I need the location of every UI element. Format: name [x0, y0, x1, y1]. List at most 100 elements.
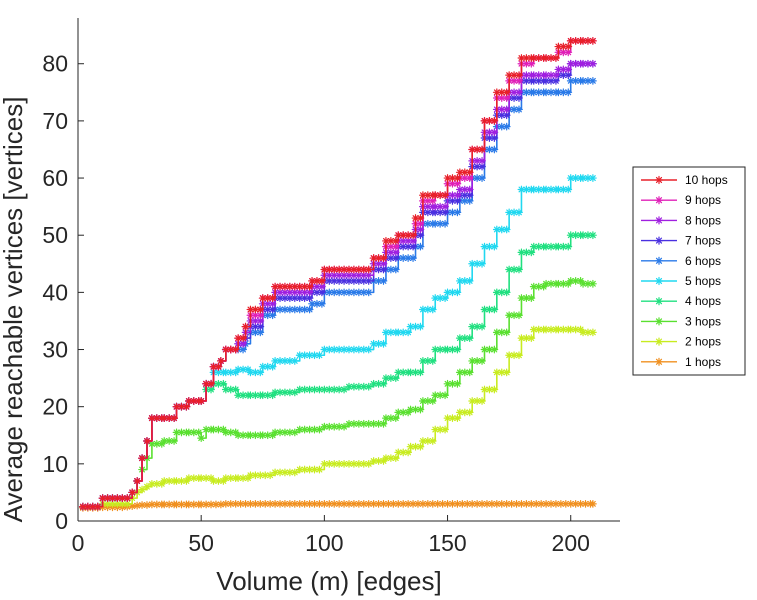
data-point-marker [428, 357, 437, 365]
y-tick-label: 40 [42, 279, 68, 305]
data-point-marker [465, 197, 474, 205]
data-point-marker [152, 479, 161, 488]
data-point-marker [268, 294, 277, 302]
data-point-marker [547, 325, 555, 334]
legend-label: 10 hops [685, 173, 728, 187]
data-point-marker [490, 305, 499, 314]
series-2-hops [79, 325, 597, 511]
data-point-marker [411, 322, 420, 331]
data-point-marker [271, 468, 279, 477]
data-point-marker [345, 419, 353, 428]
data-point-marker [308, 299, 316, 308]
data-point-marker [251, 305, 260, 314]
data-point-marker [502, 368, 511, 377]
data-point-marker [335, 288, 344, 297]
data-point-marker [231, 385, 240, 394]
y-tick-label: 60 [42, 165, 68, 191]
data-point-marker [654, 216, 664, 225]
data-point-marker [465, 368, 474, 377]
data-point-marker [379, 339, 388, 348]
data-point-marker [654, 256, 664, 265]
data-point-marker [654, 317, 664, 326]
legend-label: 7 hops [685, 234, 721, 248]
data-point-marker [369, 419, 378, 428]
legend-label: 3 hops [685, 314, 721, 328]
data-point-marker [654, 196, 664, 205]
data-point-marker [490, 145, 499, 154]
data-point-marker [522, 248, 531, 257]
data-point-marker [416, 242, 425, 251]
data-point-marker [490, 128, 499, 137]
y-axis-title: Average reachable vertices [vertices] [0, 97, 28, 523]
data-point-marker [588, 36, 597, 45]
data-point-marker [517, 334, 526, 342]
data-point-marker [315, 351, 324, 360]
x-axis-title: Volume (m) [edges] [216, 566, 441, 596]
legend-entry: 8 hops [641, 213, 721, 227]
data-point-marker [315, 465, 324, 474]
legend-label: 2 hops [685, 335, 721, 349]
data-point-marker [364, 288, 373, 297]
data-point-marker [359, 419, 368, 428]
data-point-marker [290, 357, 299, 365]
data-point-marker [325, 385, 334, 394]
data-point-marker [478, 156, 486, 165]
data-point-marker [202, 379, 211, 388]
data-point-marker [559, 42, 568, 51]
legend-entry: 5 hops [641, 274, 721, 288]
data-point-marker [281, 388, 289, 397]
data-point-marker [566, 499, 575, 508]
data-point-marker [542, 88, 550, 97]
data-point-marker [588, 76, 597, 85]
legend-entry: 7 hops [641, 234, 721, 248]
data-point-marker [391, 374, 400, 383]
data-point-marker [588, 59, 597, 68]
data-point-marker [354, 382, 363, 391]
data-point-marker [182, 402, 191, 411]
data-point-marker [318, 277, 326, 285]
data-point-marker [542, 185, 550, 194]
data-point-marker [404, 499, 413, 508]
data-point-marker [138, 501, 146, 509]
data-point-marker [416, 442, 425, 451]
data-point-marker [350, 499, 358, 508]
data-point-marker [239, 345, 247, 354]
data-point-marker [527, 59, 536, 68]
data-point-marker [436, 391, 445, 400]
data-point-marker [148, 414, 156, 423]
data-point-marker [379, 379, 388, 388]
data-point-marker [465, 191, 474, 200]
data-point-marker [340, 385, 348, 394]
legend-label: 9 hops [685, 193, 721, 207]
data-point-marker [364, 419, 373, 428]
data-point-marker [654, 337, 664, 346]
legend-box [632, 166, 746, 376]
data-point-marker [335, 459, 344, 468]
data-point-marker [453, 379, 462, 388]
y-tick-label: 10 [42, 451, 68, 477]
data-point-marker [285, 305, 294, 314]
x-tick-label: 150 [428, 530, 466, 556]
data-point-marker [515, 311, 523, 320]
data-point-marker [502, 88, 511, 97]
data-point-marker [554, 279, 563, 288]
data-point-marker [197, 397, 206, 405]
data-point-marker [256, 368, 265, 377]
data-point-marker [515, 105, 523, 114]
data-point-marker [335, 385, 344, 394]
data-point-marker [369, 339, 378, 348]
series-6-hops [79, 76, 597, 511]
data-point-marker [441, 191, 449, 200]
data-point-marker [251, 311, 260, 320]
data-point-marker [386, 454, 395, 463]
data-point-marker [566, 277, 575, 285]
data-point-marker [423, 305, 432, 314]
data-point-marker [170, 414, 178, 423]
data-point-marker [441, 219, 449, 228]
data-point-marker [310, 351, 319, 360]
data-point-marker [391, 237, 400, 245]
data-point-marker [305, 305, 314, 314]
data-point-marker [490, 242, 499, 251]
data-point-marker [239, 365, 247, 374]
data-point-marker [654, 276, 664, 286]
